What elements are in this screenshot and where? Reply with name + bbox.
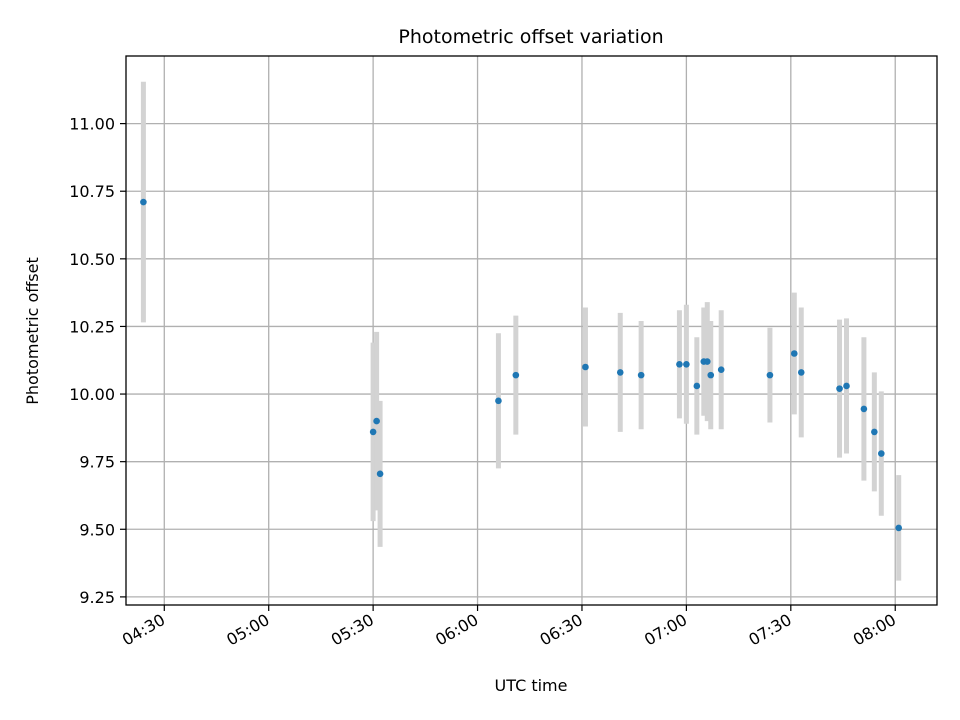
y-tick-label: 10.25 [69,317,115,336]
y-axis-label: Photometric offset [23,257,42,405]
x-tick-label: 06:30 [537,610,586,650]
data-point [797,369,805,376]
y-tick-label: 10.50 [69,250,115,269]
chart-title: Photometric offset variation [398,26,663,48]
data-point [860,405,868,413]
data-point [766,371,774,379]
data-point [676,361,683,368]
data-point [836,385,843,392]
x-tick-label: 05:30 [328,610,377,650]
x-tick-label: 06:00 [432,610,481,650]
data-point [707,371,715,379]
y-axis-ticks: 9.25 9.50 9.75 10.00 10.25 10.50 10.75 11.00 [69,115,126,607]
data-point [683,361,690,368]
y-tick-label: 9.50 [79,520,115,539]
data-point [376,470,384,478]
y-tick-label: 10.75 [69,182,115,201]
data-point [616,369,624,376]
x-tick-label: 05:00 [223,610,272,650]
data-point [637,371,645,379]
data-point [582,363,589,371]
y-tick-label: 10.00 [69,385,115,404]
data-point [495,397,502,405]
x-tick-label: 04:30 [119,610,168,650]
y-tick-label: 9.25 [79,588,115,607]
data-point [140,198,147,206]
data-point [895,524,903,532]
y-tick-label: 11.00 [69,115,115,134]
data-point [790,350,798,357]
data-point [703,358,711,365]
plot-frame [125,55,938,606]
x-tick-label: 08:00 [850,610,899,650]
x-tick-label: 07:00 [641,610,690,650]
data-point [871,428,878,436]
x-axis-label: UTC time [495,676,568,695]
grid [126,56,937,605]
data-point [717,366,725,374]
data-point [369,428,377,436]
x-axis-ticks: 04:30 05:00 05:30 06:00 06:30 07:00 07:30 08:00 [119,605,899,650]
data-point [878,450,885,457]
data-point [512,371,520,379]
data-point [373,417,380,425]
data-point [843,382,850,390]
data-point [693,382,701,390]
data-points [140,198,903,532]
x-tick-label: 07:30 [745,610,794,650]
error-bars [140,81,902,581]
y-tick-label: 9.75 [79,453,115,472]
